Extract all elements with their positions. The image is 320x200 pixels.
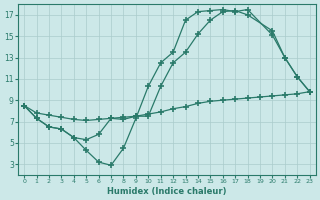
X-axis label: Humidex (Indice chaleur): Humidex (Indice chaleur)	[107, 187, 227, 196]
